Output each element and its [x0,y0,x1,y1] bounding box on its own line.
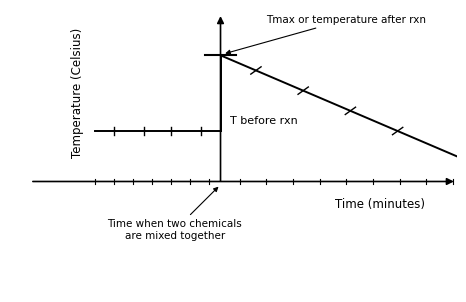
Text: Tmax or temperature after rxn: Tmax or temperature after rxn [226,14,426,54]
Text: Temperature (Celsius): Temperature (Celsius) [71,28,84,158]
Text: Time (minutes): Time (minutes) [336,198,425,211]
Text: Time when two chemicals
are mixed together: Time when two chemicals are mixed togeth… [108,188,242,241]
Text: T before rxn: T before rxn [230,116,298,126]
